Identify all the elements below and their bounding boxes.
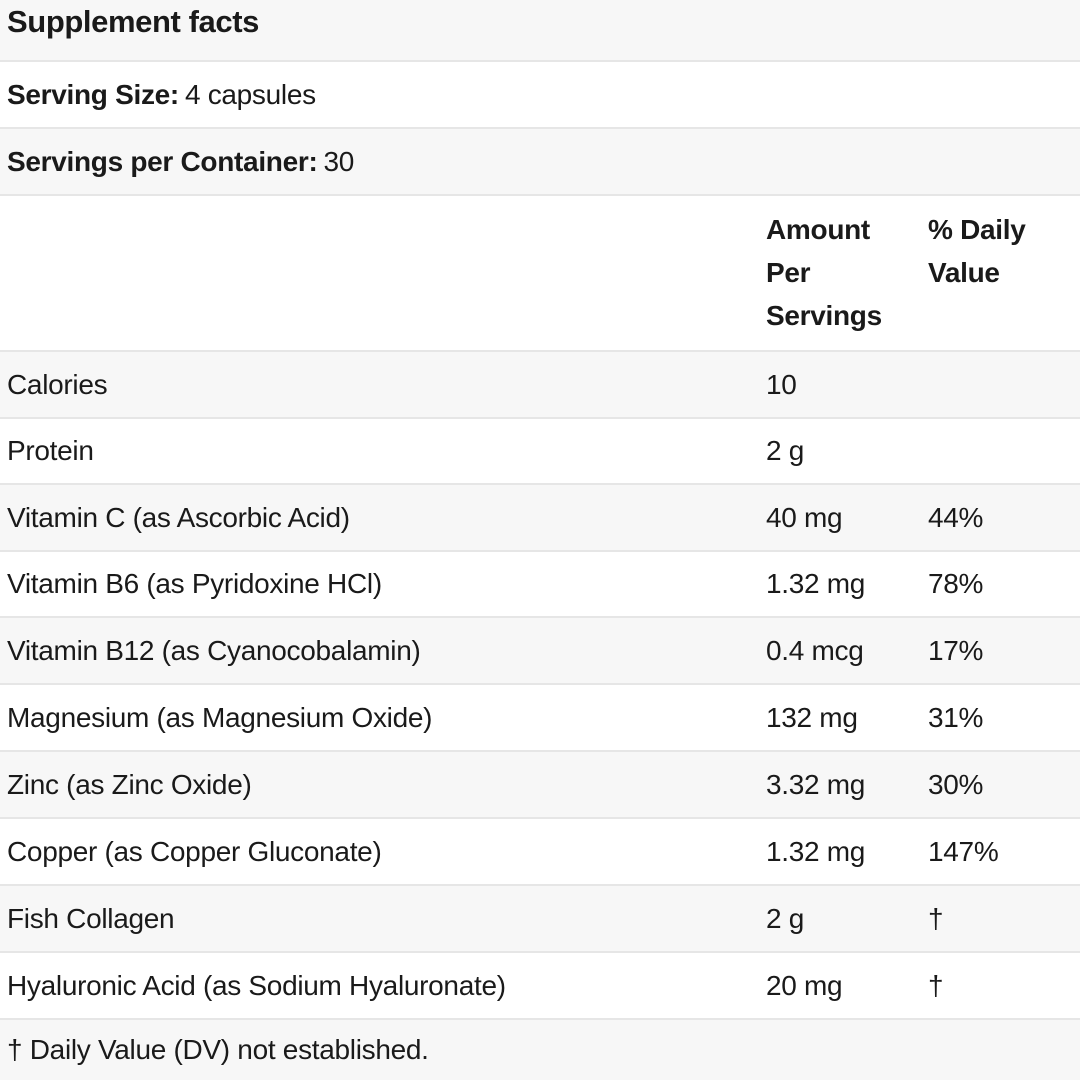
nutrient-daily-value: † — [928, 902, 944, 934]
nutrient-name: Magnesium (as Magnesium Oxide) — [7, 701, 433, 733]
nutrient-daily-value: 44% — [928, 501, 984, 533]
table-row: Vitamin B6 (as Pyridoxine HCl) 1.32 mg 7… — [0, 552, 1080, 618]
amount-header-line: Servings — [766, 300, 882, 331]
nutrient-daily-value: 147% — [928, 835, 999, 867]
nutrient-amount: 0.4 mcg — [766, 634, 864, 666]
nutrient-daily-value: 17% — [928, 634, 984, 666]
table-row: Copper (as Copper Gluconate) 1.32 mg 147… — [0, 819, 1080, 886]
amount-header-line: Amount — [766, 214, 870, 245]
table-row: Vitamin C (as Ascorbic Acid) 40 mg 44% — [0, 485, 1080, 552]
serving-size-label: Serving Size: — [7, 78, 179, 110]
nutrient-name: Vitamin B6 (as Pyridoxine HCl) — [7, 568, 382, 599]
daily-value-header-line: Value — [928, 257, 1000, 288]
amount-header-line: Per — [766, 257, 811, 288]
amount-column-header: Amount Per Servings — [766, 208, 882, 337]
footnote-row: † Daily Value (DV) not established. — [0, 1020, 1080, 1080]
nutrient-amount: 10 — [766, 368, 797, 400]
column-header-row: Amount Per Servings % Daily Value — [0, 196, 1080, 352]
title-row: Supplement facts — [0, 0, 1080, 62]
nutrient-daily-value: 31% — [928, 701, 984, 733]
table-row: Zinc (as Zinc Oxide) 3.32 mg 30% — [0, 752, 1080, 819]
nutrient-name: Zinc (as Zinc Oxide) — [7, 768, 252, 800]
nutrient-amount: 20 mg — [766, 969, 843, 1001]
nutrient-daily-value: 30% — [928, 768, 984, 800]
nutrient-amount: 2 g — [766, 435, 805, 466]
serving-size-row: Serving Size: 4 capsules — [0, 62, 1080, 129]
daily-value-column-header: % Daily Value — [928, 208, 1026, 294]
nutrient-amount: 3.32 mg — [766, 768, 866, 800]
serving-size-value: 4 capsules — [184, 78, 316, 110]
servings-per-container-value: 30 — [323, 145, 355, 177]
nutrient-amount: 132 mg — [766, 701, 858, 733]
servings-per-container-label: Servings per Container: — [7, 145, 318, 177]
servings-per-container: Servings per Container: 30 — [7, 129, 354, 194]
nutrient-amount: 1.32 mg — [766, 568, 866, 599]
footnote-text: † Daily Value (DV) not established. — [7, 1034, 429, 1065]
table-row: Protein 2 g — [0, 419, 1080, 485]
table-title: Supplement facts — [7, 0, 259, 60]
nutrient-name: Fish Collagen — [7, 902, 175, 934]
nutrient-name: Vitamin B12 (as Cyanocobalamin) — [7, 634, 421, 666]
table-row: Calories 10 — [0, 352, 1080, 419]
nutrient-name: Vitamin C (as Ascorbic Acid) — [7, 501, 350, 533]
table-title-text: Supplement facts — [7, 4, 259, 39]
table-row: Vitamin B12 (as Cyanocobalamin) 0.4 mcg … — [0, 618, 1080, 685]
nutrient-daily-value: 78% — [928, 568, 984, 599]
nutrient-name: Copper (as Copper Gluconate) — [7, 835, 382, 867]
nutrient-name: Hyaluronic Acid (as Sodium Hyaluronate) — [7, 969, 506, 1001]
table-row: Hyaluronic Acid (as Sodium Hyaluronate) … — [0, 953, 1080, 1020]
serving-size: Serving Size: 4 capsules — [7, 62, 316, 127]
daily-value-header-line: % Daily — [928, 214, 1026, 245]
table-row: Magnesium (as Magnesium Oxide) 132 mg 31… — [0, 685, 1080, 752]
table-row: Fish Collagen 2 g † — [0, 886, 1080, 953]
nutrient-name: Protein — [7, 435, 94, 466]
nutrient-daily-value: † — [928, 969, 944, 1001]
servings-per-container-row: Servings per Container: 30 — [0, 129, 1080, 196]
nutrient-amount: 2 g — [766, 902, 805, 934]
nutrient-name: Calories — [7, 368, 108, 400]
nutrient-amount: 40 mg — [766, 501, 843, 533]
nutrient-amount: 1.32 mg — [766, 835, 866, 867]
